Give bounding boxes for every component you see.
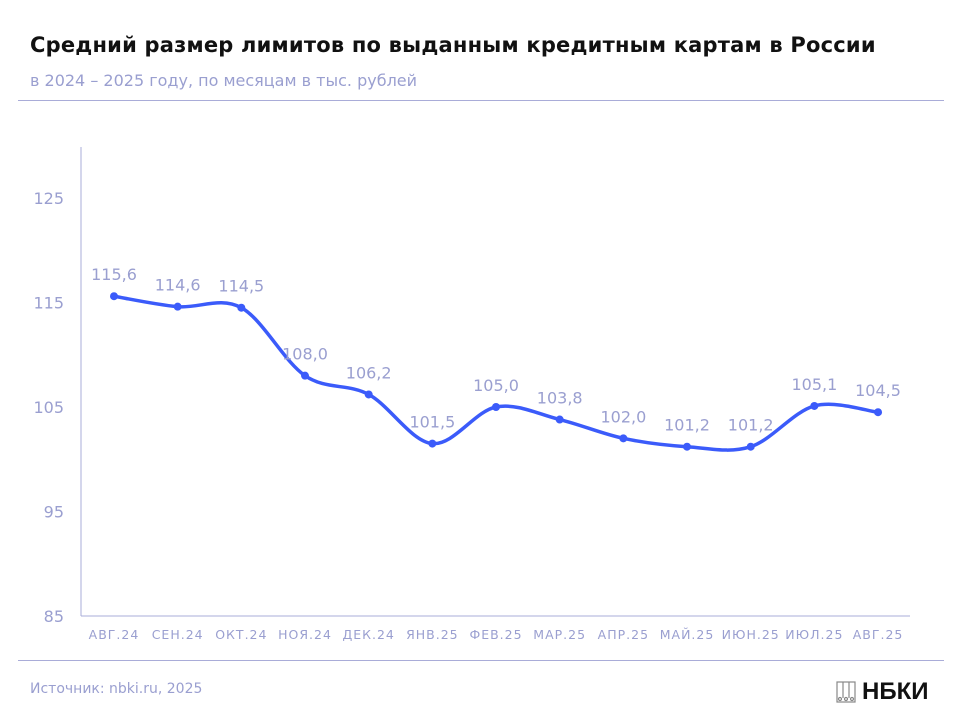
x-tick-label: АВГ.24 (89, 627, 140, 642)
data-point (746, 442, 755, 451)
x-tick-label: ОКТ.24 (215, 627, 267, 642)
data-label: 106,2 (346, 363, 392, 382)
data-label: 105,1 (791, 375, 837, 394)
chart-title: Средний размер лимитов по выданным креди… (30, 33, 876, 57)
data-point (810, 401, 819, 410)
data-point (492, 403, 501, 411)
x-tick-label: ЯНВ.25 (406, 627, 459, 642)
nbki-logo: НБКИ (836, 678, 928, 706)
data-label: 104,5 (855, 381, 901, 400)
data-point (364, 390, 373, 399)
data-label: 108,0 (282, 345, 328, 364)
data-point (874, 408, 883, 417)
y-tick-label: 105 (33, 398, 64, 417)
x-tick-label: МАР.25 (533, 627, 586, 642)
divider-top (18, 100, 944, 101)
data-point (237, 303, 246, 312)
divider-bottom (18, 660, 944, 661)
x-tick-label: СЕН.24 (152, 627, 204, 642)
data-label: 101,5 (409, 413, 455, 432)
y-tick-label: 95 (44, 503, 64, 522)
data-label: 105,0 (473, 376, 519, 395)
x-tick-label: АПР.25 (598, 627, 649, 642)
data-label: 101,2 (664, 416, 710, 435)
data-point (110, 292, 118, 301)
data-point (173, 302, 182, 311)
data-label: 115,6 (91, 265, 137, 284)
x-tick-label: ФЕВ.25 (469, 627, 522, 642)
logo-text: НБКИ (862, 678, 929, 705)
source-text: Источник: nbki.ru, 2025 (30, 681, 203, 697)
y-tick-label: 125 (33, 189, 64, 208)
x-tick-label: НОЯ.24 (278, 627, 332, 642)
data-point (428, 439, 437, 448)
y-tick-label: 115 (33, 294, 64, 313)
data-label: 114,6 (155, 276, 201, 295)
logo-icon (836, 681, 856, 703)
x-tick-label: АВГ.25 (853, 627, 904, 642)
chart-subtitle: в 2024 – 2025 году, по месяцам в тыс. ру… (30, 71, 418, 90)
data-label: 102,0 (600, 407, 646, 426)
x-tick-label: МАЙ.25 (660, 627, 715, 642)
data-point (301, 371, 310, 380)
data-point (555, 415, 564, 424)
x-tick-label: ИЮН.25 (722, 627, 780, 642)
data-label: 101,2 (728, 416, 774, 435)
x-tick-label: ДЕК.24 (342, 627, 394, 642)
data-label: 114,5 (218, 277, 264, 296)
x-tick-label: ИЮЛ.25 (785, 627, 843, 642)
y-tick-label: 85 (44, 607, 64, 626)
data-point (683, 442, 692, 451)
data-label: 103,8 (537, 389, 583, 408)
data-point (619, 434, 628, 443)
